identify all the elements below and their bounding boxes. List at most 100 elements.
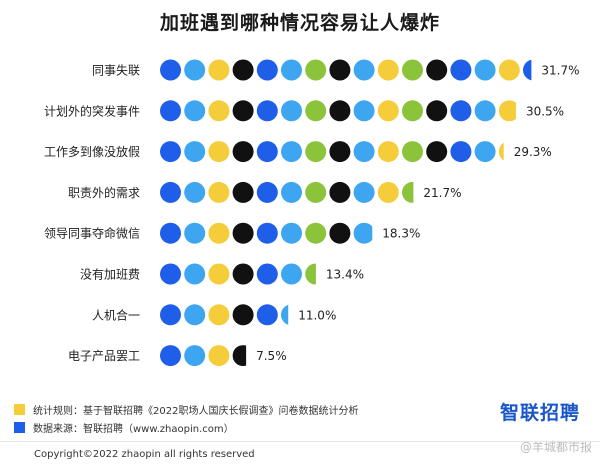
dot (377, 59, 399, 81)
dot (256, 222, 278, 244)
dot (450, 141, 472, 163)
chart-title: 加班遇到哪种情况容易让人爆炸 (159, 12, 440, 34)
dot (160, 100, 181, 122)
dot (305, 222, 327, 244)
category-label: 职责外的需求 (68, 185, 140, 200)
value-label: 30.5% (526, 104, 564, 118)
partial-dot (498, 142, 504, 161)
dot (232, 263, 254, 285)
dot (377, 181, 399, 203)
dot (256, 263, 278, 285)
dot (329, 181, 351, 203)
legend-source-text: 数据来源：智联招聘（www.zhaopin.com） (33, 424, 234, 435)
dot (353, 181, 375, 203)
bar-row: 没有加班费 13.4% (80, 263, 364, 285)
dot (498, 59, 520, 81)
dot (281, 141, 302, 163)
dot (450, 100, 472, 122)
dot (160, 222, 181, 244)
bar-row: 人机合一 11.0% (92, 304, 336, 326)
value-label: 21.7% (423, 186, 461, 200)
dot (281, 59, 302, 81)
dot (232, 222, 254, 244)
legend-swatch-blue (14, 422, 25, 433)
dot (256, 59, 278, 81)
dot (329, 141, 351, 163)
dot (184, 345, 206, 367)
dot (232, 181, 254, 203)
dot (232, 141, 254, 163)
category-label: 没有加班费 (80, 267, 140, 282)
bar-row: 电子产品罢工 7.5% (68, 345, 287, 367)
dot (305, 59, 327, 81)
dot (329, 222, 351, 244)
copyright: Copyright©2022 zhaopin all rights reserv… (34, 449, 255, 460)
dot (281, 100, 302, 122)
dot (353, 141, 375, 163)
category-label: 电子产品罢工 (68, 349, 140, 363)
dot (160, 141, 181, 163)
value-label: 13.4% (326, 268, 364, 282)
dot (208, 100, 230, 122)
partial-dot (523, 59, 532, 81)
dot (353, 59, 375, 81)
dot (281, 181, 302, 203)
value-label: 29.3% (514, 145, 552, 159)
bar-row: 工作多到像没放假 29.3% (44, 141, 552, 163)
legend-source: 数据来源：智联招聘（www.zhaopin.com） (14, 420, 234, 435)
dot (208, 304, 230, 326)
dot (402, 59, 423, 81)
dot (208, 263, 230, 285)
dot (281, 222, 302, 244)
dot (402, 100, 423, 122)
dot-bar-chart: 同事失联 31.7% 计划外的突发事件 30.5% 工作多到像没放假 29.3% 职责外的需… (44, 59, 580, 367)
legend-rule-text: 统计规则：基于智联招聘《2022职场人国庆长假调查》问卷数据统计分析 (33, 406, 359, 417)
dot (402, 141, 423, 163)
bar-row: 计划外的突发事件 30.5% (44, 100, 564, 122)
dot (377, 141, 399, 163)
dot (305, 100, 327, 122)
value-label: 7.5% (256, 349, 287, 363)
dot (474, 141, 496, 163)
dot (305, 181, 327, 203)
footer-divider (0, 441, 600, 442)
dot (426, 100, 448, 122)
dot (184, 304, 206, 326)
dot (474, 100, 496, 122)
dot (232, 59, 254, 81)
dot (184, 59, 206, 81)
dot (329, 100, 351, 122)
dot (208, 222, 230, 244)
bar-row: 领导同事夺命微信 18.3% (44, 222, 420, 244)
brand-logo: 智联招聘 (499, 402, 580, 424)
partial-dot (402, 181, 414, 203)
watermark: @羊城都市报 (519, 440, 592, 454)
dot (184, 100, 206, 122)
category-label: 领导同事夺命微信 (44, 226, 140, 241)
dot (160, 345, 181, 367)
partial-dot (305, 263, 316, 285)
value-label: 11.0% (298, 308, 336, 322)
dot (160, 263, 181, 285)
dot (329, 59, 351, 81)
dot (232, 304, 254, 326)
dot (426, 141, 448, 163)
value-label: 31.7% (541, 64, 579, 78)
dot (208, 141, 230, 163)
dot (377, 100, 399, 122)
dot (184, 141, 206, 163)
category-label: 人机合一 (92, 307, 140, 322)
dot (256, 304, 278, 326)
dot (281, 263, 302, 285)
dot (450, 59, 472, 81)
dot (160, 59, 181, 81)
dot (208, 345, 230, 367)
dot (256, 100, 278, 122)
partial-dot (232, 345, 247, 367)
dot (474, 59, 496, 81)
dot (353, 100, 375, 122)
category-label: 计划外的突发事件 (44, 103, 140, 118)
dot (232, 100, 254, 122)
dot (160, 181, 181, 203)
dot (256, 141, 278, 163)
